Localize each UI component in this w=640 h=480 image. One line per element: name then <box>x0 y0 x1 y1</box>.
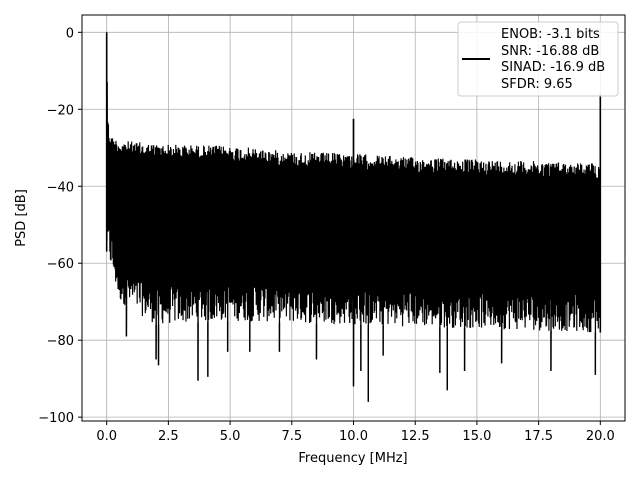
legend-box <box>457 21 619 97</box>
x-ticks: 0.0 2.5 5.0 7.5 10.0 12.5 15.0 17.5 20.0 <box>96 421 615 444</box>
legend-line-1: ENOB: -3.1 bits <box>501 27 600 42</box>
legend-line-3: SINAD: -16.9 dB <box>501 60 605 75</box>
x-tick-label: 10.0 <box>339 429 368 444</box>
x-tick-label: 5.0 <box>220 429 241 444</box>
x-tick-label: 2.5 <box>158 429 179 444</box>
x-tick-label: 20.0 <box>586 429 615 444</box>
x-tick-label: 12.5 <box>401 429 430 444</box>
legend-line-4: SFDR: 9.65 <box>501 77 573 92</box>
y-ticks: 0 −20 −40 −60 −80 −100 <box>38 26 82 426</box>
x-tick-label: 0.0 <box>96 429 117 444</box>
legend-line-2: SNR: -16.88 dB <box>501 44 599 59</box>
y-tick-label: −80 <box>47 334 74 349</box>
y-tick-label: −60 <box>47 257 74 272</box>
x-axis-label: Frequency [MHz] <box>298 451 407 466</box>
x-tick-label: 15.0 <box>462 429 491 444</box>
y-axis-label: PSD [dB] <box>14 189 29 247</box>
y-tick-label: −100 <box>38 411 74 426</box>
y-tick-label: −20 <box>47 103 74 118</box>
y-tick-label: 0 <box>66 26 74 41</box>
legend: ENOB: -3.1 bits SNR: -16.88 dB SINAD: -1… <box>457 21 619 97</box>
y-tick-label: −40 <box>47 180 74 195</box>
data-layer <box>105 32 602 402</box>
x-tick-label: 17.5 <box>524 429 553 444</box>
x-tick-label: 7.5 <box>281 429 302 444</box>
